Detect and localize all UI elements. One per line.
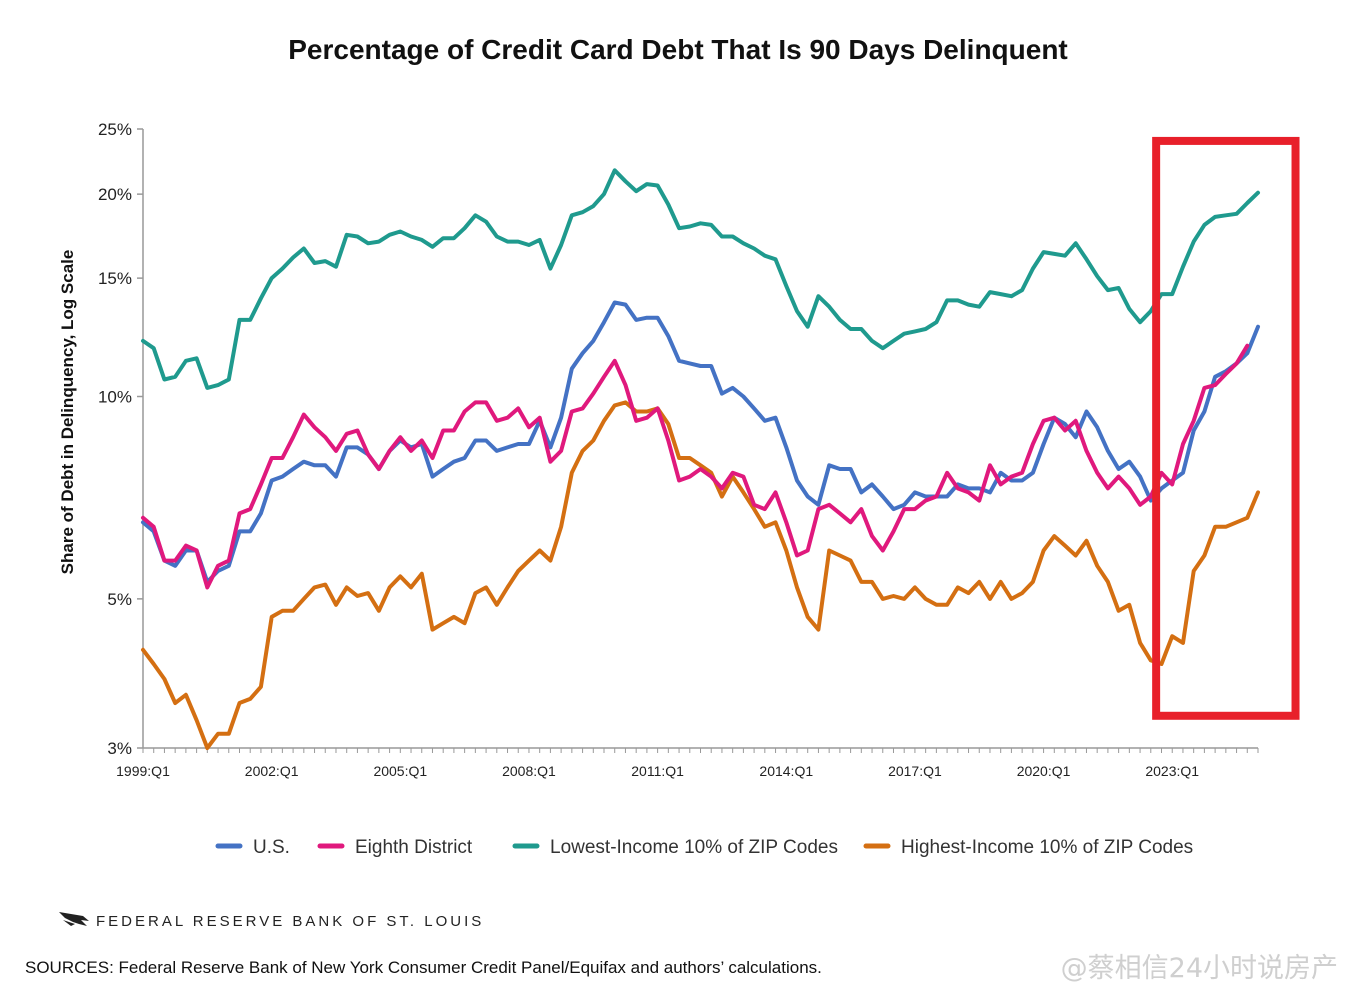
x-tick-label: 1999:Q1 (116, 763, 170, 779)
x-tick-label: 2011:Q1 (631, 763, 684, 779)
brand-logo: FEDERAL RESERVE BANK OF ST. LOUIS (59, 912, 484, 930)
chart-title: Percentage of Credit Card Debt That Is 9… (288, 34, 1068, 65)
y-axis-label: Share of Debt in Delinquency, Log Scale (58, 250, 77, 575)
legend-item: Lowest-Income 10% of ZIP Codes (512, 837, 838, 858)
y-tick-label: 20% (98, 185, 132, 204)
y-axis: 3% 5% 10% 15% 20% 25% (98, 120, 144, 758)
x-tick-label: 2020:Q1 (1017, 763, 1071, 779)
legend: U.S. Eighth District Lowest-Income 10% of … (215, 837, 1193, 858)
series-line-u-s (141, 300, 1260, 584)
brand-name: FEDERAL RESERVE BANK OF ST. LOUIS (96, 913, 484, 930)
y-tick-label: 3% (107, 739, 132, 758)
x-axis: 1999:Q1 2002:Q1 2005:Q1 2008:Q1 2011:Q1 2014:… (116, 747, 1259, 779)
highlight-box (1152, 136, 1300, 720)
series-layer (141, 168, 1260, 750)
x-tick-label: 2002:Q1 (245, 763, 299, 779)
watermark: @蔡相信24小时说房产 (1061, 953, 1338, 984)
legend-item: Highest-Income 10% of ZIP Codes (863, 837, 1193, 858)
legend-label: Highest-Income 10% of ZIP Codes (901, 837, 1193, 858)
x-tick-label: 2005:Q1 (373, 763, 427, 779)
series-line-highest-income-10-of-zip-codes (141, 400, 1260, 750)
legend-label: U.S. (253, 837, 290, 858)
y-tick-label: 10% (98, 388, 132, 407)
sources-note: SOURCES: Federal Reserve Bank of New Yor… (25, 958, 822, 977)
y-tick-label: 5% (107, 590, 132, 609)
x-tick-label: 2008:Q1 (502, 763, 556, 779)
legend-item: U.S. (215, 837, 290, 858)
series-line-eighth-district (141, 343, 1250, 590)
x-tick-label: 2014:Q1 (759, 763, 813, 779)
eagle-icon (59, 912, 89, 926)
legend-label: Lowest-Income 10% of ZIP Codes (550, 837, 838, 858)
highlight-layer (1152, 136, 1300, 720)
x-tick-label: 2023:Q1 (1145, 763, 1199, 779)
x-tick-label: 2017:Q1 (888, 763, 942, 779)
y-tick-label: 15% (98, 269, 132, 288)
legend-label: Eighth District (355, 837, 473, 858)
series-line-lowest-income-10-of-zip-codes (141, 168, 1260, 390)
y-tick-label: 25% (98, 120, 132, 139)
legend-item: Eighth District (317, 837, 473, 858)
